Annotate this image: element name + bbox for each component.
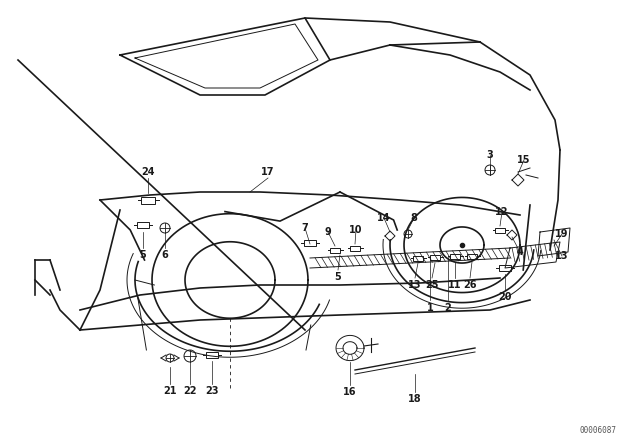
Text: 22: 22: [183, 386, 196, 396]
Text: 7: 7: [301, 223, 308, 233]
Text: 13: 13: [556, 251, 569, 261]
Text: 18: 18: [408, 394, 422, 404]
Text: 14: 14: [377, 213, 391, 223]
Bar: [330, 247, 340, 253]
Text: 3: 3: [486, 150, 493, 160]
Text: 20: 20: [499, 292, 512, 302]
Bar: [304, 240, 316, 246]
Text: 5: 5: [140, 250, 147, 260]
Text: 1: 1: [427, 303, 433, 313]
Text: 19: 19: [556, 229, 569, 239]
Bar: [495, 228, 505, 233]
Text: 5: 5: [335, 272, 341, 282]
Text: 23: 23: [205, 386, 219, 396]
Text: 16: 16: [343, 387, 356, 397]
Bar: [137, 222, 149, 228]
Bar: [450, 254, 460, 258]
Text: 26: 26: [463, 280, 477, 290]
Text: 6: 6: [162, 250, 168, 260]
Text: 13: 13: [408, 280, 422, 290]
Bar: [430, 254, 440, 259]
Text: 4: 4: [516, 247, 524, 257]
Text: 25: 25: [425, 280, 439, 290]
Bar: [499, 265, 511, 271]
Text: 2: 2: [445, 303, 451, 313]
Bar: [206, 352, 218, 358]
Text: 24: 24: [141, 167, 155, 177]
Text: 17: 17: [261, 167, 275, 177]
Text: 10: 10: [349, 225, 363, 235]
Text: 15: 15: [517, 155, 531, 165]
Text: 21: 21: [163, 386, 177, 396]
Text: 8: 8: [411, 213, 417, 223]
Text: 9: 9: [324, 227, 332, 237]
Bar: [467, 254, 477, 258]
Text: 12: 12: [495, 207, 509, 217]
Bar: [141, 197, 155, 203]
Bar: [350, 246, 360, 250]
Text: 00006087: 00006087: [579, 426, 616, 435]
Text: 11: 11: [448, 280, 461, 290]
Bar: [413, 255, 423, 260]
